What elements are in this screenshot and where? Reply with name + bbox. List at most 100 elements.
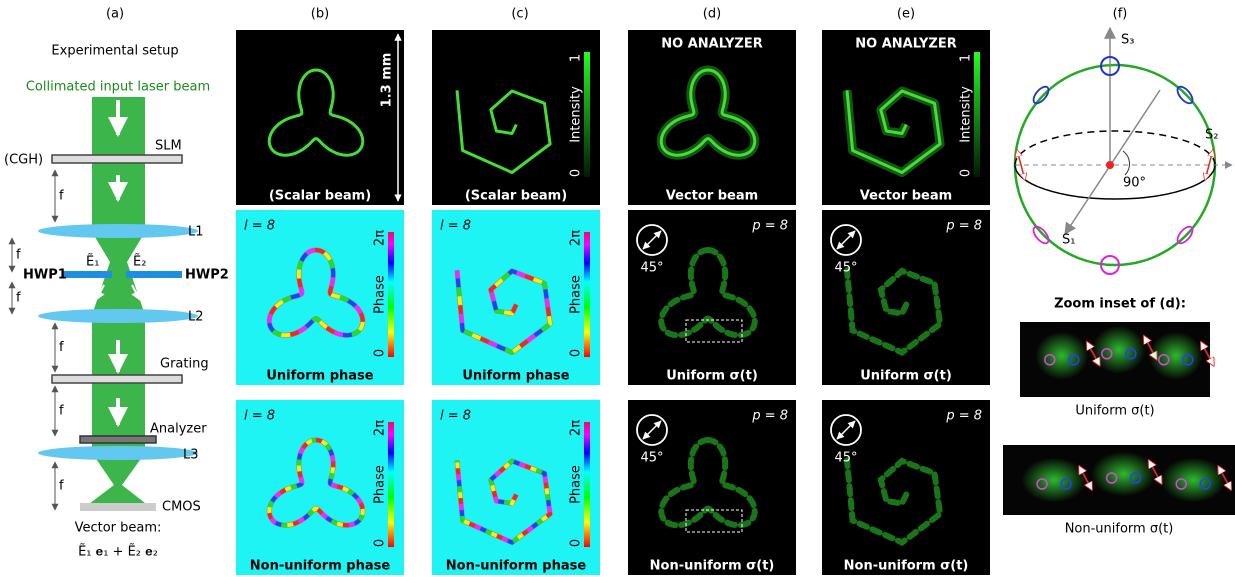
component-label: L3: [183, 448, 199, 463]
component-label: Grating: [160, 357, 209, 372]
origin: [1106, 161, 1114, 169]
colorbar-label: Phase: [569, 275, 584, 314]
axis-label: S₁: [1062, 233, 1075, 248]
colorbar: [584, 52, 590, 177]
focal-label: f: [59, 404, 64, 419]
colorbar-max: 2π: [569, 230, 584, 246]
zoom-title: Zoom inset of (d):: [1054, 297, 1186, 312]
component-label: L1: [188, 225, 204, 240]
panel-label: (e): [897, 7, 915, 22]
cmos: [80, 503, 156, 511]
figure: (a)(b)(c)(d)(e)(f)Experimental setupColl…: [0, 0, 1235, 577]
output-formula: Ẽ₁ 𝐞₁ + Ẽ₂ 𝐞₂: [78, 544, 158, 560]
component-label: SLM: [155, 139, 182, 154]
colorbar-label: Intensity: [569, 86, 584, 143]
colorbar-max: 1: [569, 54, 584, 62]
order-label: l = 8: [244, 409, 275, 424]
component-label: CMOS: [162, 500, 201, 515]
component-label: HWP2: [185, 268, 229, 283]
order-label: l = 8: [440, 409, 471, 424]
colorbar-label: Phase: [373, 275, 388, 314]
panel-label: (a): [106, 7, 124, 22]
panel-caption: Non-uniform σ(t): [844, 559, 969, 574]
angle-label: 90°: [1123, 176, 1146, 191]
panel-label: (f): [1113, 7, 1128, 22]
grating: [52, 375, 182, 383]
panel-caption: Vector beam: [860, 189, 952, 204]
beam-blob: [1035, 332, 1088, 380]
colorbar-max: 2π: [373, 420, 388, 436]
colorbar-max: 2π: [373, 230, 388, 246]
component-label: L2: [188, 310, 204, 325]
panel-caption: Uniform phase: [266, 369, 373, 384]
colorbar-label: Phase: [569, 465, 584, 504]
pol-state: [1031, 84, 1052, 106]
input-label: Collimated input laser beam: [26, 80, 210, 95]
order-label: p = 8: [751, 219, 788, 234]
beam-blob: [1091, 452, 1156, 497]
focal-label: f: [59, 340, 64, 355]
colorbar-max: 2π: [569, 420, 584, 436]
order-label: l = 8: [440, 219, 471, 234]
colorbar-min: 0: [569, 169, 584, 177]
beam-blob: [1161, 458, 1226, 503]
scale-label: 1.3 mm: [380, 53, 395, 108]
lens: [38, 224, 198, 238]
zoom-caption: Non-uniform σ(t): [1065, 522, 1174, 537]
colorbar-label: Phase: [373, 465, 388, 504]
beam-blob: [1022, 458, 1087, 503]
image-panel: [628, 30, 796, 205]
panel-header: NO ANALYZER: [855, 37, 956, 52]
hwp2: [126, 271, 182, 278]
image-panel: [628, 210, 796, 385]
slm: [52, 155, 182, 163]
focal-label: f: [16, 248, 21, 263]
panel-label: (d): [703, 7, 721, 22]
component-label: Analyzer: [150, 422, 207, 437]
panel-caption: Non-uniform phase: [446, 559, 587, 574]
axis-label: S₃: [1121, 33, 1134, 48]
beam-blob: [1149, 332, 1202, 380]
colorbar-min: 0: [569, 539, 584, 547]
panel-caption: Uniform σ(t): [860, 369, 952, 384]
colorbar: [388, 422, 394, 547]
colorbar-min: 0: [373, 349, 388, 357]
component-label: Ẽ₂: [133, 254, 146, 270]
hwp1: [62, 271, 112, 278]
analyzer-angle: 45°: [640, 451, 663, 466]
laser-beam: [85, 453, 150, 507]
panel-label: (b): [311, 7, 329, 22]
angle-arc: [1123, 151, 1130, 175]
beam-blob: [1092, 326, 1145, 374]
colorbar-min: 0: [959, 169, 974, 177]
panel-caption: (Scalar beam): [465, 189, 567, 204]
output-label: Vector beam:: [75, 521, 162, 536]
zoom-caption: Uniform σ(t): [1075, 404, 1154, 419]
equator-front: [1015, 165, 1215, 199]
colorbar-min: 0: [569, 349, 584, 357]
analyzer: [80, 436, 156, 443]
analyzer-angle: 45°: [640, 261, 663, 276]
colorbar-label: Intensity: [959, 86, 974, 143]
image-panel: [628, 400, 796, 575]
lens: [38, 446, 198, 460]
setup-title: Experimental setup: [51, 44, 178, 59]
colorbar-min: 0: [373, 539, 388, 547]
panel-header: NO ANALYZER: [661, 37, 762, 52]
component-label: (CGH): [4, 153, 43, 168]
panel-caption: Uniform σ(t): [666, 369, 758, 384]
colorbar: [388, 232, 394, 357]
focal-label: f: [59, 479, 64, 494]
focal-label: f: [16, 291, 21, 306]
pol-state: [1031, 224, 1052, 246]
colorbar-max: 1: [959, 54, 974, 62]
panel-caption: Non-uniform σ(t): [650, 559, 775, 574]
colorbar: [584, 422, 590, 547]
lens: [38, 309, 198, 323]
panel-caption: Vector beam: [666, 189, 758, 204]
focal-label: f: [59, 189, 64, 204]
analyzer-angle: 45°: [834, 261, 857, 276]
analyzer-angle: 45°: [834, 451, 857, 466]
component-label: HWP1: [23, 268, 67, 283]
equator-back: [1015, 131, 1215, 165]
